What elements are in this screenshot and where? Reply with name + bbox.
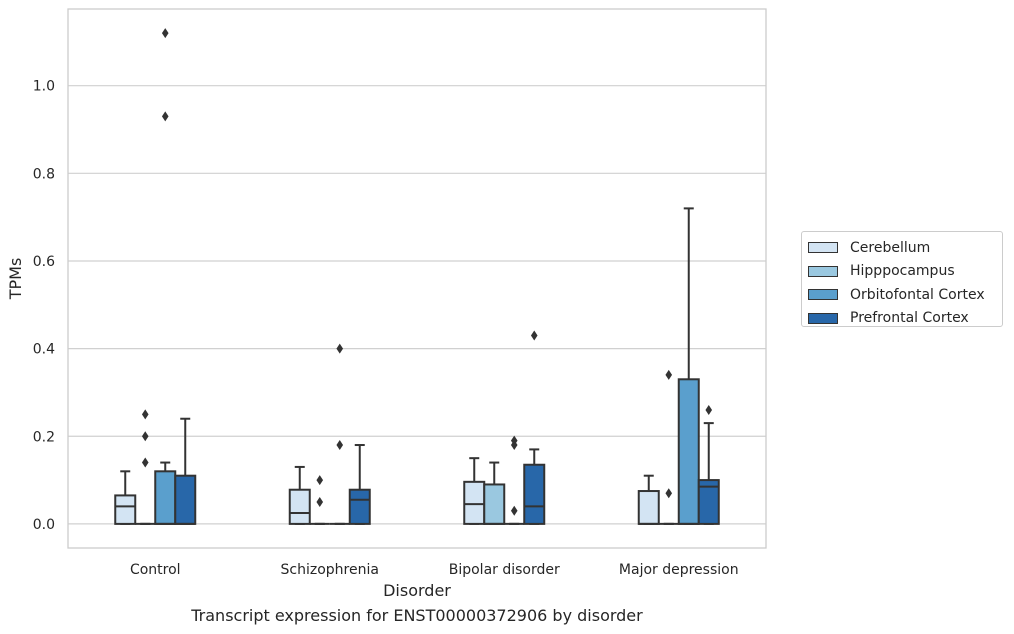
outlier-point [665,369,673,380]
legend-swatch-hippocampus [808,265,838,277]
legend-swatch-cerebellum [808,242,838,254]
outlier-point [336,343,344,354]
x-tick-label: Control [130,562,181,578]
x-axis-label: Disorder [383,581,451,600]
box [114,494,137,525]
y-tick-label: 0.6 [33,254,55,270]
x-tick-label: Schizophrenia [281,562,379,578]
outlier-point [141,457,149,468]
legend-item-orbitofrontal-cortex: Orbitofontal Cortex [808,283,1002,307]
outlier-point [530,330,538,341]
outlier-point [510,505,518,516]
box [174,474,197,525]
legend-label-prefrontal-cortex: Prefrontal Cortex [850,310,969,327]
outlier-point [705,404,713,415]
y-axis-label: TPMs [6,258,25,301]
legend-item-prefrontal-cortex: Prefrontal Cortex [808,307,1002,331]
x-tick-label: Major depression [619,562,739,578]
y-tick-label: 1.0 [33,79,55,95]
legend-label-cerebellum: Cerebellum [850,239,931,256]
outlier-point [141,431,149,442]
legend: Cerebellum Hipppocampus Orbitofontal Cor… [801,231,1003,327]
box-plot-chart: 0.0 0.2 0.4 0.6 0.8 1.0 Control Schizophrenia B… [6,8,767,600]
outlier-point [510,435,518,446]
y-tick-label: 0.2 [33,429,55,445]
box [288,488,311,525]
gridlines [68,85,766,525]
legend-swatch-orbitofrontal-cortex [808,289,838,301]
legend-item-hippocampus: Hipppocampus [808,260,1002,284]
outlier-point [316,496,324,507]
outlier-point [665,488,673,499]
figure-caption: Transcript expression for ENST0000037290… [191,606,643,625]
box-series [114,28,720,525]
box [154,470,177,525]
box [463,480,486,525]
box [637,490,660,525]
y-tick-label: 0.8 [33,166,55,182]
outlier-point [316,475,324,486]
y-axis-ticks: 0.0 0.2 0.4 0.6 0.8 1.0 [33,79,55,533]
outlier-point [161,28,169,39]
legend-swatch-prefrontal-cortex [808,312,838,324]
y-tick-label: 0.4 [33,342,55,358]
legend-label-hippocampus: Hipppocampus [850,263,955,280]
box [523,463,546,525]
outlier-point [336,440,344,451]
legend-label-orbitofrontal-cortex: Orbitofontal Cortex [850,286,985,303]
outlier-point [141,409,149,420]
legend-item-cerebellum: Cerebellum [808,236,1002,260]
x-tick-label: Bipolar disorder [449,562,560,578]
x-axis-ticks: Control Schizophrenia Bipolar disorder Majo… [130,562,739,578]
y-tick-label: 0.0 [33,517,55,533]
box [348,488,371,525]
box [483,483,506,525]
plot-area-frame [67,8,767,549]
box [677,378,700,525]
box [697,479,720,525]
outlier-point [161,111,169,122]
